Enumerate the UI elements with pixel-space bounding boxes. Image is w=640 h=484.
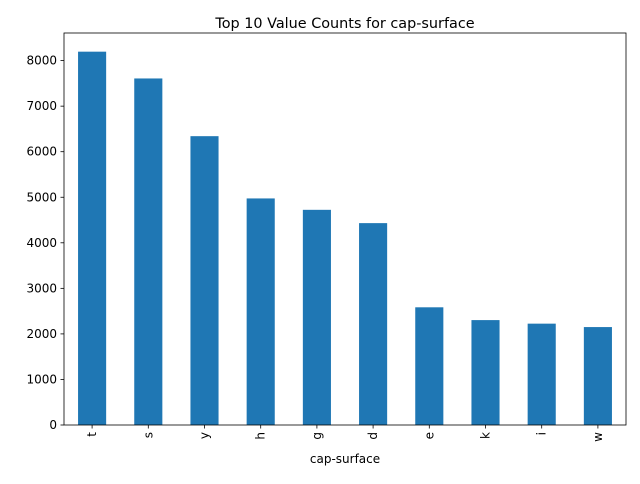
chart-title: Top 10 Value Counts for cap-surface bbox=[214, 16, 474, 32]
y-tick-label-6000: 6000 bbox=[26, 145, 57, 159]
x-tick-label-w: w bbox=[591, 432, 605, 442]
x-tick-label-s: s bbox=[141, 432, 155, 438]
bar-g bbox=[302, 209, 331, 425]
x-tick-label-g: g bbox=[310, 432, 324, 440]
bar-i bbox=[527, 323, 556, 425]
x-tick-label-k: k bbox=[479, 432, 493, 439]
bar-k bbox=[471, 320, 500, 425]
plot-frame bbox=[63, 32, 627, 426]
y-tick-label-0: 0 bbox=[49, 418, 57, 432]
bar-y bbox=[190, 136, 219, 426]
y-tick-label-2000: 2000 bbox=[26, 327, 57, 341]
x-tick-label-h: h bbox=[254, 432, 268, 440]
y-tick-label-4000: 4000 bbox=[26, 236, 57, 250]
x-tick-label-t: t bbox=[85, 432, 99, 437]
x-axis-label: cap-surface bbox=[310, 452, 380, 466]
x-tick-label-i: i bbox=[535, 432, 549, 435]
bars-group bbox=[78, 51, 612, 426]
bar-w bbox=[583, 327, 612, 425]
bar-h bbox=[246, 198, 275, 425]
y-tick-label-5000: 5000 bbox=[26, 190, 57, 204]
bar-s bbox=[134, 78, 163, 425]
x-tick-label-y: y bbox=[198, 432, 212, 439]
x-tick-label-d: d bbox=[366, 432, 380, 440]
y-tick-label-1000: 1000 bbox=[26, 372, 57, 386]
y-tick-label-8000: 8000 bbox=[26, 54, 57, 68]
y-tick-label-3000: 3000 bbox=[26, 281, 57, 295]
bar-t bbox=[78, 51, 107, 425]
x-tick-label-e: e bbox=[422, 432, 436, 439]
bar-d bbox=[359, 223, 388, 425]
y-axis: 0 1000 2000 3000 4000 5000 6000 7000 8000 bbox=[26, 54, 64, 432]
y-tick-label-7000: 7000 bbox=[26, 99, 57, 113]
bar-e bbox=[415, 307, 444, 425]
